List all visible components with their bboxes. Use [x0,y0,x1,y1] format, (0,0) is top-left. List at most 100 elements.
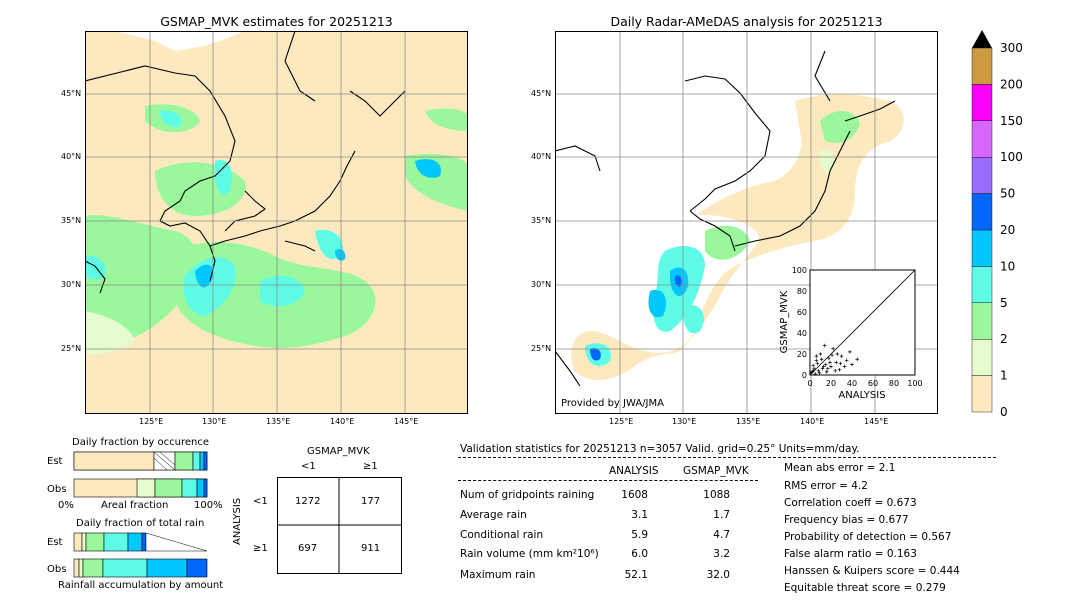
scatter-y-tick: 40 [797,329,807,338]
validation-row-label: Rain volume (mm km²10⁶) [460,548,599,560]
right-lat-label: 30°N [531,280,552,289]
scatter-point [827,356,831,360]
validation-row-label: Num of gridpoints raining [460,489,595,501]
colorbar-extend-arrow [972,30,992,48]
total-rain-obs-bar [73,558,208,578]
contingency-row-ge1: ≥1 [253,543,268,554]
scatter-point [842,364,847,369]
contingency-row-header: ANALYSIS [232,497,243,545]
left-map-title: GSMAP_MVK estimates for 20251213 [160,14,393,29]
right-lon-label: 125°E [609,417,634,426]
left-lon-label: 125°E [139,417,164,426]
validation-row-gsmap: 3.2 [713,548,730,560]
contingency-col-header: GSMAP_MVK [307,446,370,457]
scatter-inset: 0 20 40 60 80 100 0 20 40 60 80 100 ANAL… [779,266,922,401]
contingency-grid [277,477,402,574]
right-lat-label: 35°N [531,216,552,225]
right-map-coastline [555,50,896,387]
validation-score: Hanssen & Kuipers score = 0.444 [784,565,960,577]
contingency-cell: 911 [361,543,381,554]
scatter-point [833,369,837,373]
scatter-point [821,364,826,369]
validation-score: Correlation coeff = 0.673 [784,497,917,509]
left-lat-label: 35°N [61,216,82,225]
scatter-x-tick: 0 [807,379,812,388]
validation-row-gsmap: 4.7 [713,529,730,541]
colorbar-swatch [971,193,993,231]
occurrence-title: Daily fraction by occurence [72,437,210,448]
colorbar-label: 300 [1000,41,1023,55]
colorbar-label: 150 [1000,114,1023,128]
validation-row-analysis: 52.1 [624,569,648,581]
scatter-point [850,362,854,367]
colorbar-label: 2 [1000,332,1008,346]
total-rain-title: Daily fraction of total rain [76,518,205,529]
colorbar-swatch [971,156,993,194]
scatter-x-tick: 100 [907,379,922,388]
scatter-ylabel: GSMAP_MVK [779,290,790,353]
scatter-y-tick: 100 [792,266,807,275]
colorbar-label: 100 [1000,150,1023,164]
right-map-rain [571,94,904,381]
scatter-point [855,357,860,362]
colorbar-label: 1 [1000,369,1008,383]
total-rain-chart [73,532,208,578]
total-rain-row-obs: Obs [47,564,67,575]
scatter-y-tick: 0 [802,371,807,380]
scatter-point [829,364,833,369]
validation-score: Probability of detection = 0.567 [784,531,952,543]
occurrence-est-bar [73,451,208,471]
left-lat-label: 30°N [61,280,82,289]
scatter-point [848,350,852,354]
occurrence-row-obs: Obs [47,484,67,495]
left-map-grid [85,31,468,414]
scatter-point [817,371,822,375]
validation-row-analysis: 6.0 [631,548,648,560]
validation-score: Equitable threat score = 0.279 [784,582,946,594]
scatter-point [818,352,823,356]
contingency-cell: 1272 [295,496,321,507]
left-lon-label: 130°E [202,417,227,426]
validation-header-rule [458,457,996,458]
scatter-point [816,369,821,373]
contingency-col-ge1: ≥1 [363,461,378,472]
occurrence-chart [73,451,208,498]
total-rain-est-bar [73,532,208,552]
occurrence-axis-left: 0% [58,500,74,511]
contingency-row-lt1: <1 [253,496,268,507]
left-lon-label: 140°E [330,417,355,426]
colorbar-swatch [971,302,993,340]
colorbar-swatch [971,84,993,122]
colorbar-swatch [971,47,993,85]
right-lon-label: 140°E [800,417,825,426]
scatter-y-ticks: 0 20 40 60 80 100 [792,266,807,380]
scatter-point [831,346,835,351]
validation-score: Mean abs error = 2.1 [784,462,896,474]
validation-score: False alarm ratio = 0.163 [784,548,917,560]
colorbar-swatch [971,120,993,158]
validation-col-rule [458,480,758,481]
scatter-y-tick: 80 [797,287,807,296]
validation-row-analysis: 1608 [621,489,648,501]
colorbar-label: 5 [1000,296,1008,310]
scatter-point [811,363,815,368]
colorbar-label: 200 [1000,77,1023,91]
validation-row-label: Average rain [460,509,527,521]
contingency-col-lt1: <1 [301,461,316,472]
scatter-point [812,366,816,371]
colorbar-swatch [971,229,993,267]
scatter-x-tick: 40 [847,379,857,388]
right-map-title: Daily Radar-AMeDAS analysis for 20251213 [610,14,883,29]
total-rain-caption: Rainfall accumulation by amount [58,580,224,591]
total-rain-row-est: Est [47,537,63,548]
right-lat-label: 25°N [531,344,552,353]
left-lon-label: 145°E [394,417,419,426]
occurrence-axis-mid: Areal fraction [101,500,169,511]
colorbar-label: 0 [1000,405,1008,419]
scatter-point [828,360,832,365]
colorbar-label: 50 [1000,187,1015,201]
validation-row-gsmap: 1.7 [713,509,730,521]
scatter-point [819,357,824,362]
scatter-point [837,367,842,372]
scatter-point [820,366,825,371]
